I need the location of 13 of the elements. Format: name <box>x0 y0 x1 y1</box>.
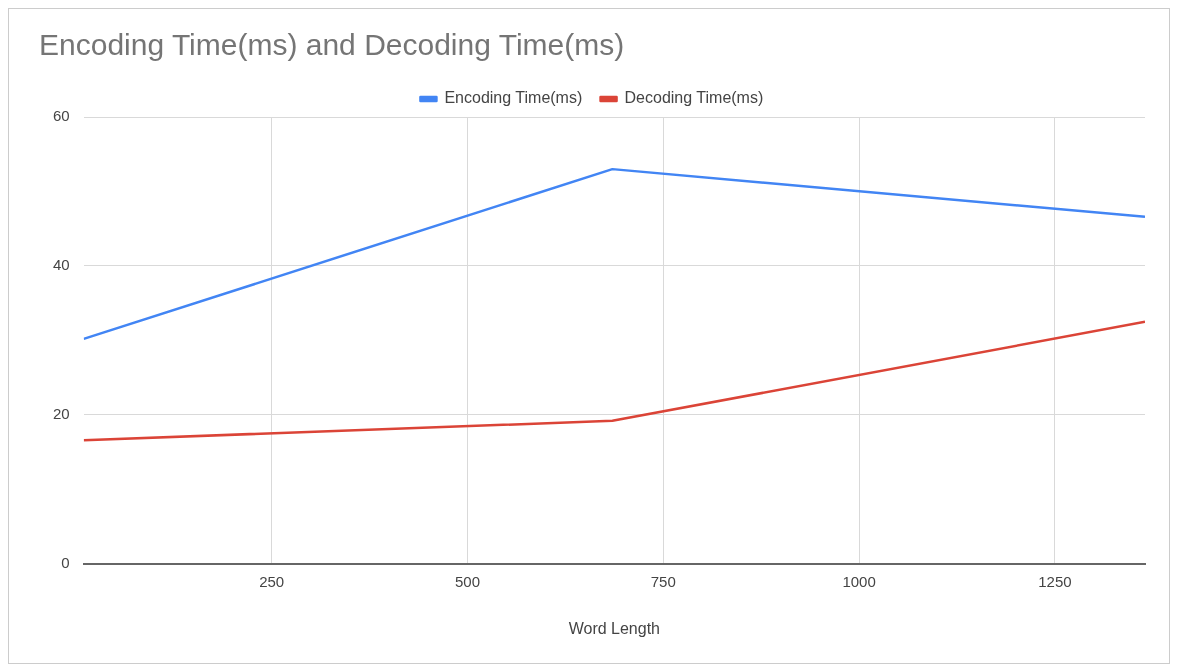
x-tick-label: 750 <box>650 572 676 590</box>
x-tick-label: 250 <box>259 572 285 590</box>
legend-label: Decoding Time(ms) <box>624 89 764 107</box>
y-tick-label: 40 <box>53 256 70 274</box>
x-tick-label: 500 <box>454 572 480 590</box>
x-tick-label: 1000 <box>842 572 876 590</box>
chart-title: Encoding Time(ms) and Decoding Time(ms) <box>39 28 625 62</box>
y-tick-label: 60 <box>53 107 70 125</box>
x-axis-title: Word Length <box>568 619 661 637</box>
x-tick-label: 1250 <box>1038 572 1072 590</box>
y-tick-label: 0 <box>61 553 70 571</box>
y-tick-label: 20 <box>53 405 70 423</box>
legend-label: Encoding Time(ms) <box>444 89 583 107</box>
